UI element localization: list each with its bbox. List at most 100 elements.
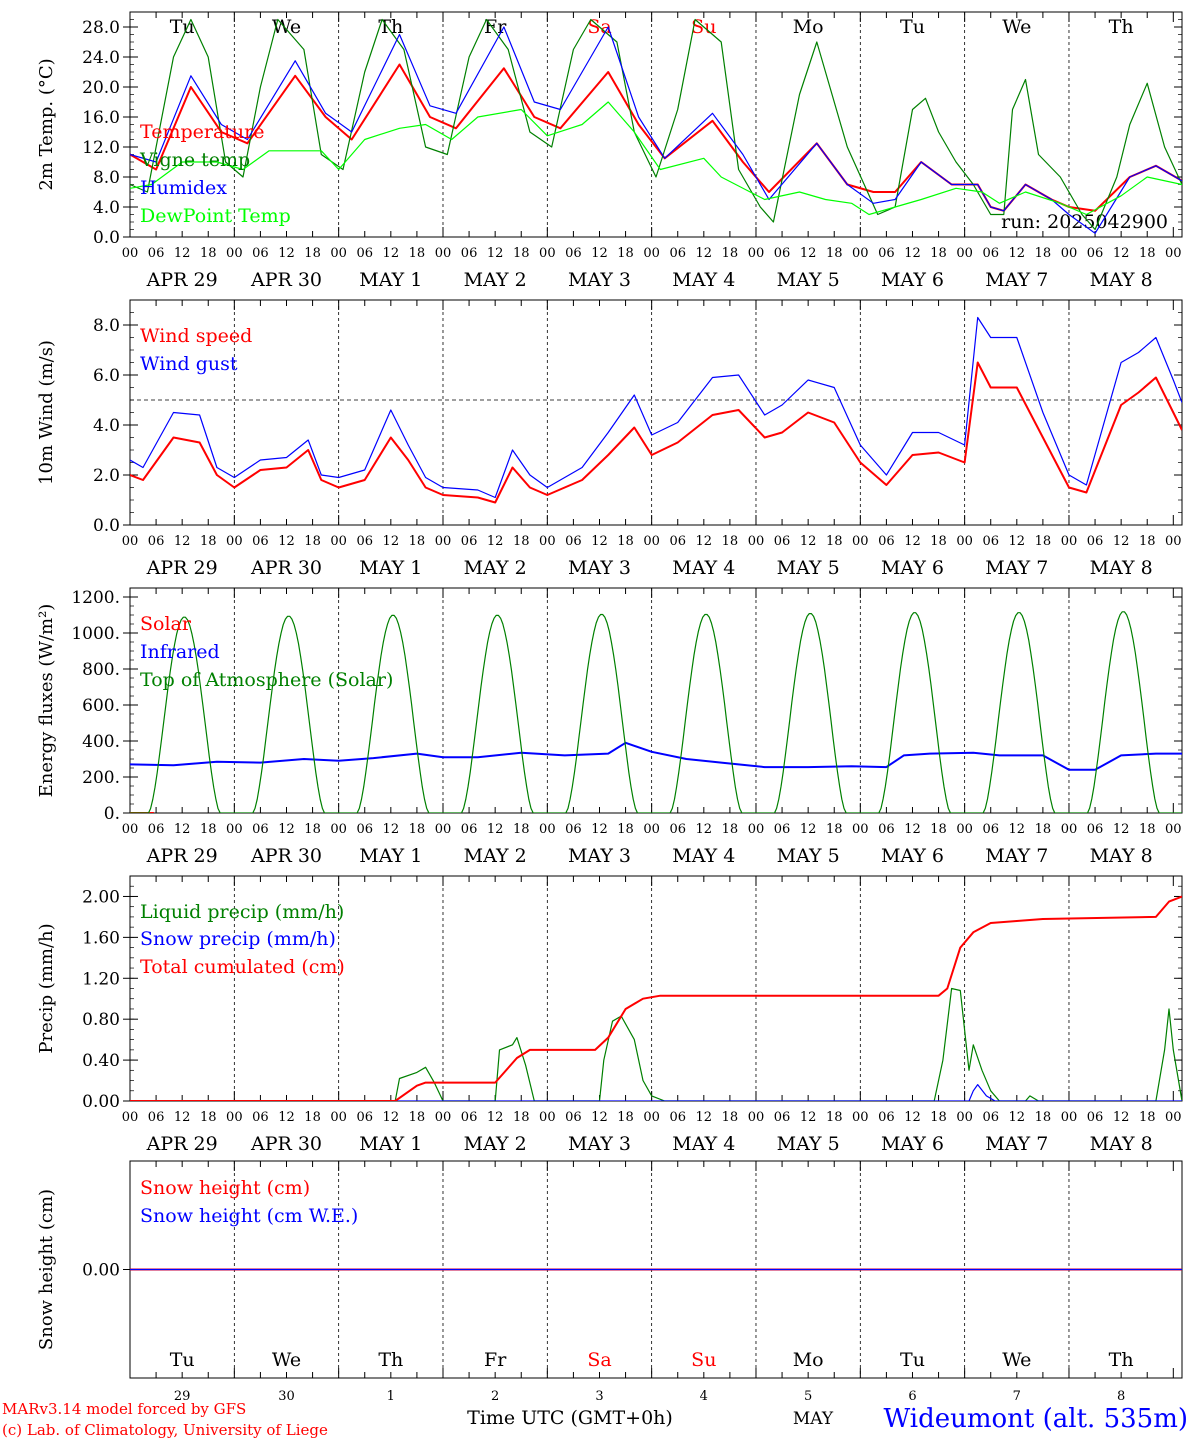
y-tick-label: 8.0	[93, 316, 120, 336]
date-label: MAY 8	[1090, 1133, 1153, 1155]
y-axis-label: Precip (mm/h)	[36, 923, 57, 1053]
hour-tick-label: 00	[748, 534, 765, 549]
hour-tick-label: 00	[643, 1110, 660, 1125]
weekday-label: Tu	[900, 16, 925, 38]
hour-tick-label: 12	[487, 534, 504, 549]
legend-entry: Wind speed	[140, 325, 252, 347]
y-tick-label: 200.	[82, 768, 120, 788]
y-tick-label: 1200.	[71, 588, 120, 608]
y-axis-label: Snow height (cm)	[36, 1189, 57, 1350]
day-number-label: 6	[908, 1389, 916, 1404]
date-label: APR 29	[146, 845, 218, 867]
hour-tick-label: 12	[591, 822, 608, 837]
series-group	[130, 895, 1182, 1101]
date-label: MAY 2	[464, 269, 527, 291]
hour-tick-label: 06	[148, 822, 165, 837]
hour-tick-label: 00	[539, 1110, 556, 1125]
y-tick-label: 800.	[82, 660, 120, 680]
y-tick-label: 1000.	[71, 624, 120, 644]
hour-tick-label: 12	[696, 1110, 713, 1125]
legend-entry: Snow precip (mm/h)	[140, 928, 336, 950]
date-label: MAY 7	[985, 845, 1048, 867]
weekday-label: Th	[378, 16, 403, 38]
hour-tick-label: 18	[722, 246, 739, 261]
hour-tick-label: 00	[956, 246, 973, 261]
hour-tick-label: 06	[669, 1110, 686, 1125]
hour-tick-label: 00	[330, 246, 347, 261]
hour-tick-label: 06	[252, 822, 269, 837]
hour-tick-label: 18	[930, 1110, 947, 1125]
date-label: MAY 8	[1090, 845, 1153, 867]
hour-tick-label: 06	[356, 246, 373, 261]
hour-tick-label: 06	[148, 1110, 165, 1125]
panel-3: 0. 200. 400. 600. 800. 1000. 1200. Energy fluxe…	[36, 587, 1183, 867]
date-label: MAY 4	[672, 1133, 735, 1155]
day-number-label: 4	[700, 1389, 708, 1404]
plot-frame	[129, 299, 1183, 526]
hour-tick-label: 00	[748, 246, 765, 261]
hour-tick-label: 00	[539, 822, 556, 837]
hour-tick-label: 06	[878, 534, 895, 549]
hour-tick-label: 18	[1139, 246, 1156, 261]
hour-tick-label: 18	[1035, 1110, 1052, 1125]
hour-tick-label: 12	[904, 534, 921, 549]
hour-tick-label: 18	[722, 822, 739, 837]
hour-tick-label: 00	[748, 1110, 765, 1125]
hour-tick-label: 12	[383, 822, 400, 837]
date-label: MAY 2	[464, 1133, 527, 1155]
date-label: MAY 8	[1090, 269, 1153, 291]
hour-tick-label: 18	[409, 1110, 426, 1125]
series-group	[130, 611, 1182, 813]
hour-tick-label: 00	[330, 534, 347, 549]
y-tick-label: 24.0	[82, 48, 120, 68]
date-label: MAY 6	[881, 845, 944, 867]
legend-entry: Total cumulated (cm)	[140, 956, 345, 978]
hour-tick-label: 12	[800, 534, 817, 549]
hour-tick-label: 18	[1139, 1110, 1156, 1125]
hour-tick-label: 00	[226, 1110, 243, 1125]
date-label: APR 29	[146, 269, 218, 291]
hour-tick-label: 18	[617, 534, 634, 549]
hour-tick-label: 18	[1139, 822, 1156, 837]
date-label: MAY 3	[568, 269, 631, 291]
hour-tick-label: 06	[774, 246, 791, 261]
hour-tick-label: 12	[800, 1110, 817, 1125]
hour-tick-label: 12	[278, 534, 295, 549]
footer: MARv3.14 model forced by GFS (c) Lab. of…	[2, 1400, 1188, 1439]
hour-tick-label: 18	[1035, 534, 1052, 549]
hour-tick-label: 18	[1035, 246, 1052, 261]
hour-tick-label: 00	[852, 534, 869, 549]
hour-tick-label: 00	[435, 822, 452, 837]
hour-tick-label: 18	[930, 822, 947, 837]
y-tick-label: 0.00	[82, 1092, 120, 1112]
hour-tick-label: 06	[565, 822, 582, 837]
hour-tick-label: 06	[461, 1110, 478, 1125]
y-axis-label: Energy fluxes (W/m²)	[36, 604, 57, 798]
y-tick-label: 0.00	[82, 1261, 120, 1281]
hour-tick-label: 00	[1061, 246, 1078, 261]
hour-tick-label: 06	[982, 246, 999, 261]
hour-tick-label: 12	[800, 822, 817, 837]
weekday-label: We	[1002, 1349, 1031, 1371]
model-credit: MARv3.14 model forced by GFS	[2, 1400, 246, 1418]
y-axis-label: 2m Temp. (°C)	[36, 58, 57, 190]
series-group	[130, 316, 1182, 504]
legend-entry: DewPoint Temp	[140, 205, 291, 227]
hour-tick-label: 00	[122, 822, 139, 837]
legend-entry: Liquid precip (mm/h)	[140, 901, 344, 923]
date-label: MAY 7	[985, 1133, 1048, 1155]
hour-tick-label: 12	[904, 822, 921, 837]
x-axis-title: Time UTC (GMT+0h)	[467, 1407, 673, 1429]
hour-tick-label: 12	[174, 822, 191, 837]
hour-tick-label: 06	[356, 822, 373, 837]
date-label: MAY 3	[568, 845, 631, 867]
weekday-label: Tu	[170, 16, 195, 38]
weekday-label: Tu	[900, 1349, 925, 1371]
hour-tick-label: 00	[1165, 822, 1182, 837]
hour-tick-label: 18	[304, 822, 321, 837]
y-tick-label: 6.0	[93, 366, 120, 386]
hour-tick-label: 00	[435, 534, 452, 549]
hour-tick-label: 12	[1009, 534, 1026, 549]
weekday-label: Sa	[587, 1349, 611, 1371]
date-label: MAY 4	[672, 845, 735, 867]
